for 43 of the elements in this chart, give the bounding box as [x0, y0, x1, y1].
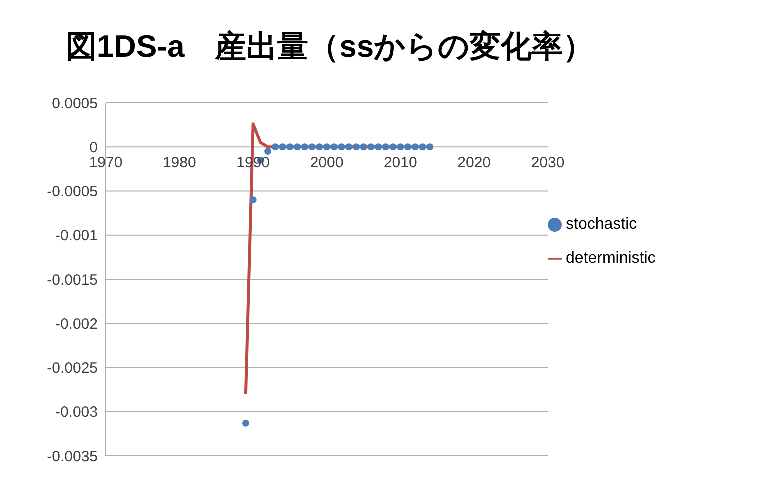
- y-tick-label: -0.001: [55, 228, 98, 245]
- y-tick-label: -0.0025: [47, 360, 98, 378]
- point: [279, 144, 286, 151]
- x-tick-label: 2000: [310, 154, 344, 172]
- y-tick-label: -0.0035: [47, 448, 98, 466]
- point: [375, 144, 382, 151]
- point: [338, 144, 346, 151]
- point: [250, 196, 257, 204]
- x-tick-label: 1980: [162, 154, 196, 172]
- point: [352, 144, 360, 151]
- point: [382, 144, 390, 151]
- x-tick-label: 2030: [531, 154, 565, 172]
- point: [324, 144, 330, 151]
- y-tick-label: 0: [90, 139, 98, 156]
- point: [316, 144, 324, 151]
- point: [390, 144, 397, 151]
- y-tick-label: -0.0005: [47, 184, 98, 201]
- point: [360, 144, 368, 151]
- legend-label: stochastic: [566, 216, 638, 233]
- y-tick-label: 0.0005: [52, 95, 98, 112]
- point: [294, 144, 302, 151]
- point: [272, 144, 279, 151]
- point: [426, 144, 434, 151]
- point: [397, 144, 404, 151]
- point: [404, 144, 412, 151]
- point: [419, 144, 426, 151]
- point: [330, 144, 338, 151]
- x-tick-label: 2010: [384, 154, 418, 172]
- y-tick-label: -0.003: [55, 404, 98, 422]
- point: [301, 144, 308, 151]
- point: [286, 144, 294, 151]
- y-tick-label: -0.002: [55, 316, 98, 333]
- legend-label: deterministic: [566, 250, 656, 267]
- point: [346, 144, 353, 151]
- point: [412, 144, 419, 151]
- point: [308, 144, 316, 151]
- chart-title: 図1DS-a 産出量（ssからの変化率）: [64, 28, 596, 66]
- point: [242, 420, 250, 427]
- y-tick-label: -0.0015: [47, 272, 98, 289]
- point: [368, 144, 375, 151]
- x-tick-label: 1970: [89, 154, 123, 172]
- point: [264, 148, 272, 156]
- x-tick-label: 2020: [458, 154, 492, 172]
